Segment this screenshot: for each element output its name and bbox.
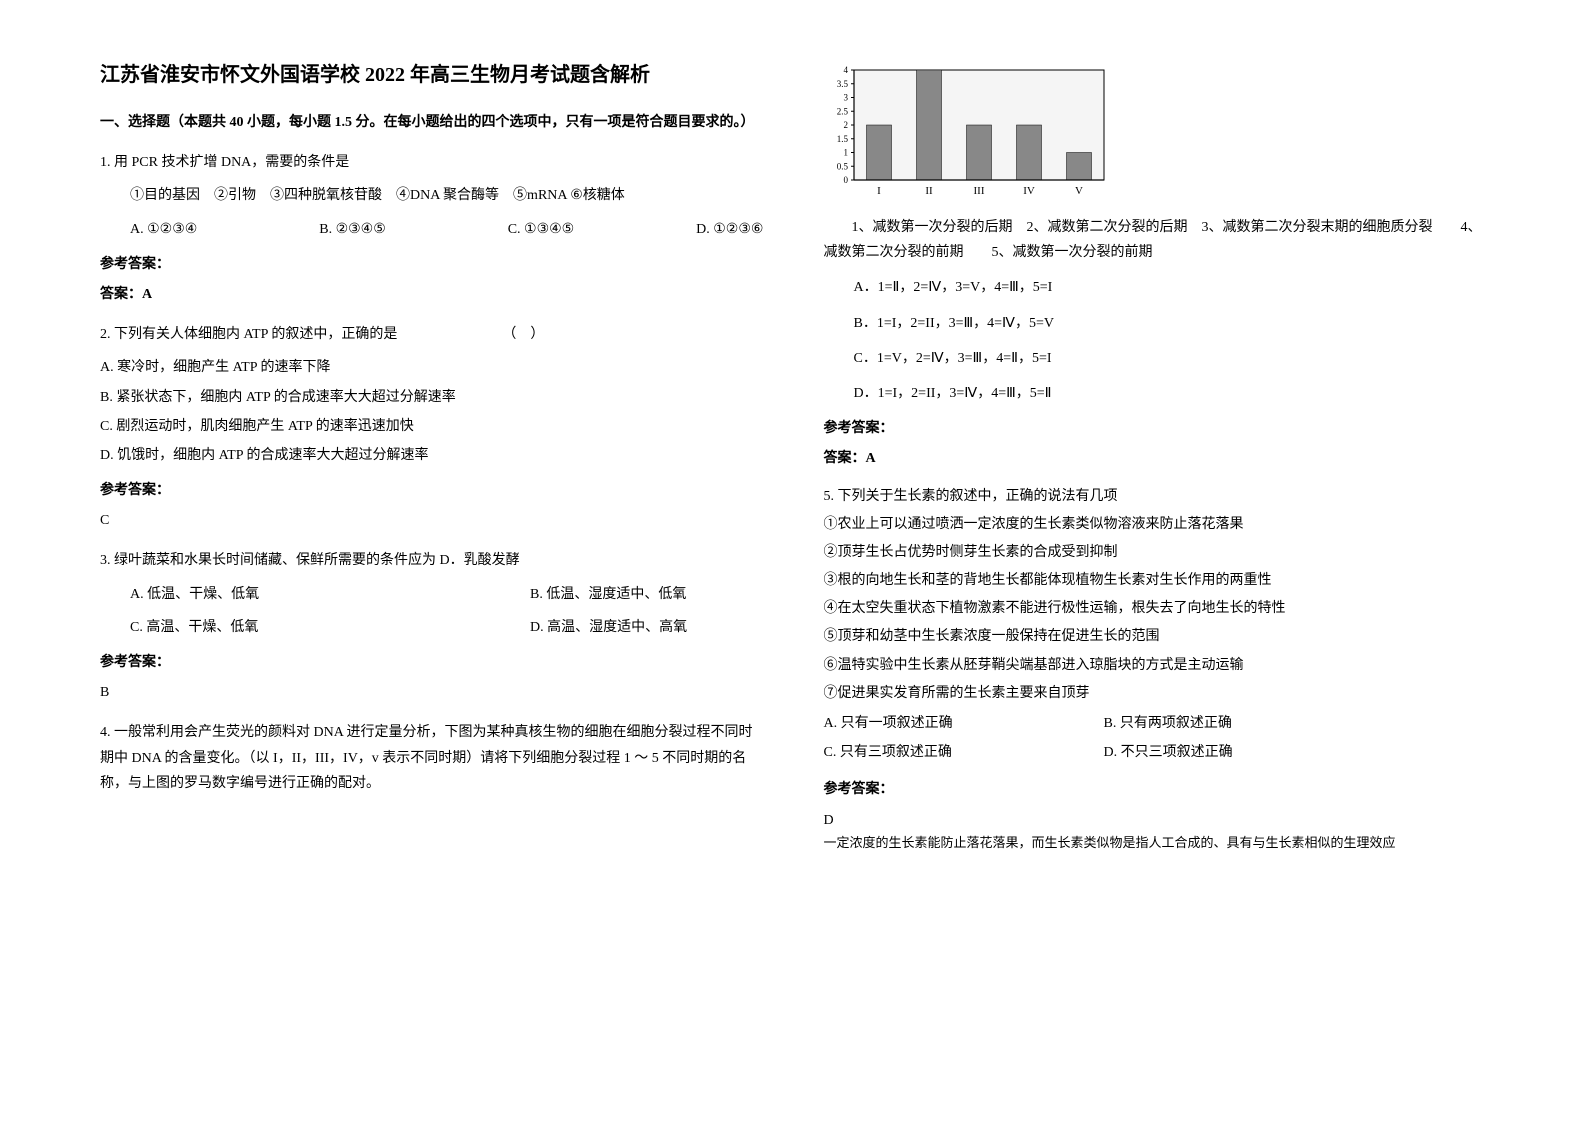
q2-answer-label: 参考答案： <box>100 478 764 503</box>
q4-legend: 1、减数第一次分裂的后期 2、减数第二次分裂的后期 3、减数第二次分裂末期的细胞… <box>824 215 1488 265</box>
q5-s4: ④在太空失重状态下植物激素不能进行极性运输，根失去了向地生长的特性 <box>824 596 1488 621</box>
svg-text:2: 2 <box>843 120 848 130</box>
q5-stem: 5. 下列关于生长素的叙述中，正确的说法有几项 <box>824 484 1488 509</box>
q2-optA: A. 寒冷时，细胞产生 ATP 的速率下降 <box>100 355 764 380</box>
svg-text:3.5: 3.5 <box>836 79 848 89</box>
question-1: 1. 用 PCR 技术扩增 DNA，需要的条件是 ①目的基因 ②引物 ③四种脱氧… <box>100 150 764 307</box>
question-5: 5. 下列关于生长素的叙述中，正确的说法有几项 ①农业上可以通过喷洒一定浓度的生… <box>824 484 1488 854</box>
q4-stem: 4. 一般常利用会产生荧光的颜料对 DNA 进行定量分析，下图为某种真核生物的细… <box>100 720 764 796</box>
svg-text:3: 3 <box>843 93 848 103</box>
q3-optB: B. 低温、湿度适中、低氧 <box>530 582 686 607</box>
q5-answer-label: 参考答案： <box>824 777 1488 802</box>
q5-optC: C. 只有三项叙述正确 <box>824 740 1004 765</box>
q5-optD: D. 不只三项叙述正确 <box>1104 740 1233 765</box>
q5-optB: B. 只有两项叙述正确 <box>1104 711 1232 736</box>
svg-text:III: III <box>973 185 984 197</box>
q4-optD: D．1=I，2=II，3=Ⅳ，4=Ⅲ，5=Ⅱ <box>854 381 1488 406</box>
svg-text:0.5: 0.5 <box>836 161 848 171</box>
q5-optA: A. 只有一项叙述正确 <box>824 711 1004 736</box>
q1-options: A. ①②③④ B. ②③④⑤ C. ①③④⑤ D. ①②③⑥ <box>100 217 764 242</box>
q4-optA: A．1=Ⅱ，2=Ⅳ，3=V，4=Ⅲ，5=I <box>854 275 1488 300</box>
svg-text:1.5: 1.5 <box>836 134 848 144</box>
q3-answer-label: 参考答案： <box>100 650 764 675</box>
q4-optC: C．1=V，2=Ⅳ，3=Ⅲ，4=Ⅱ，5=I <box>854 346 1488 371</box>
q1-stem: 1. 用 PCR 技术扩增 DNA，需要的条件是 <box>100 150 764 175</box>
q1-optA: A. ①②③④ <box>130 217 197 242</box>
q2-optD: D. 饥饿时，细胞内 ATP 的合成速率大大超过分解速率 <box>100 443 764 468</box>
q3-stem: 3. 绿叶蔬菜和水果长时间储藏、保鲜所需要的条件应为 D．乳酸发酵 <box>100 548 764 573</box>
q5-s1: ①农业上可以通过喷洒一定浓度的生长素类似物溶液来防止落花落果 <box>824 512 1488 537</box>
q5-row1: A. 只有一项叙述正确 B. 只有两项叙述正确 <box>824 709 1488 738</box>
exam-title: 江苏省淮安市怀文外国语学校 2022 年高三生物月考试题含解析 <box>100 60 764 90</box>
svg-text:1: 1 <box>843 148 848 158</box>
q2-optC: C. 剧烈运动时，肌肉细胞产生 ATP 的速率迅速加快 <box>100 414 764 439</box>
q3-row1: A. 低温、干燥、低氧 B. 低温、湿度适中、低氧 <box>100 582 764 607</box>
svg-text:2.5: 2.5 <box>836 106 848 116</box>
q5-explain: 一定浓度的生长素能防止落花落果，而生长素类似物是指人工合成的、具有与生长素相似的… <box>824 833 1488 854</box>
q2-stem: 2. 下列有关人体细胞内 ATP 的叙述中，正确的是 （ ） <box>100 322 764 347</box>
question-4-stem: 4. 一般常利用会产生荧光的颜料对 DNA 进行定量分析，下图为某种真核生物的细… <box>100 720 764 796</box>
section-intro: 一、选择题（本题共 40 小题，每小题 1.5 分。在每小题给出的四个选项中，只… <box>100 110 764 135</box>
q5-row2: C. 只有三项叙述正确 D. 不只三项叙述正确 <box>824 738 1488 767</box>
q5-s6: ⑥温特实验中生长素从胚芽鞘尖端基部进入琼脂块的方式是主动运输 <box>824 653 1488 678</box>
q3-optC: C. 高温、干燥、低氧 <box>130 615 330 640</box>
q3-answer: B <box>100 680 764 705</box>
q5-s2: ②顶芽生长占优势时侧芽生长素的合成受到抑制 <box>824 540 1488 565</box>
svg-text:V: V <box>1075 185 1083 197</box>
q4-answer: 答案：A <box>824 446 1488 471</box>
q1-optC: C. ①③④⑤ <box>508 217 575 242</box>
dna-bar-chart: 00.511.522.533.54IIIIIIIVV <box>824 60 1114 200</box>
svg-text:IV: IV <box>1023 185 1035 197</box>
q2-answer: C <box>100 508 764 533</box>
q4-optB: B．1=I，2=II，3=Ⅲ，4=Ⅳ，5=V <box>854 311 1488 336</box>
q3-optD: D. 高温、湿度适中、高氧 <box>530 615 687 640</box>
q1-optB: B. ②③④⑤ <box>319 217 386 242</box>
q5-answer: D <box>824 808 1488 833</box>
q1-optD: D. ①②③⑥ <box>696 217 763 242</box>
q1-answer: 答案：A <box>100 282 764 307</box>
q5-s5: ⑤顶芽和幼茎中生长素浓度一般保持在促进生长的范围 <box>824 624 1488 649</box>
svg-text:II: II <box>925 185 933 197</box>
svg-text:I: I <box>877 185 881 197</box>
q5-s7: ⑦促进果实发育所需的生长素主要来自顶芽 <box>824 681 1488 706</box>
right-column: 00.511.522.533.54IIIIIIIVV 1、减数第一次分裂的后期 … <box>824 60 1488 869</box>
svg-text:0: 0 <box>843 175 848 185</box>
svg-text:4: 4 <box>843 65 848 75</box>
q1-items: ①目的基因 ②引物 ③四种脱氧核苷酸 ④DNA 聚合酶等 ⑤mRNA ⑥核糖体 <box>100 183 764 208</box>
chart-svg: 00.511.522.533.54IIIIIIIVV <box>824 60 1114 200</box>
question-3: 3. 绿叶蔬菜和水果长时间储藏、保鲜所需要的条件应为 D．乳酸发酵 A. 低温、… <box>100 548 764 705</box>
q3-row2: C. 高温、干燥、低氧 D. 高温、湿度适中、高氧 <box>100 615 764 640</box>
left-column: 江苏省淮安市怀文外国语学校 2022 年高三生物月考试题含解析 一、选择题（本题… <box>100 60 764 869</box>
q3-optA: A. 低温、干燥、低氧 <box>130 582 330 607</box>
q5-s3: ③根的向地生长和茎的背地生长都能体现植物生长素对生长作用的两重性 <box>824 568 1488 593</box>
q1-answer-label: 参考答案： <box>100 252 764 277</box>
q2-optB: B. 紧张状态下，细胞内 ATP 的合成速率大大超过分解速率 <box>100 385 764 410</box>
question-2: 2. 下列有关人体细胞内 ATP 的叙述中，正确的是 （ ） A. 寒冷时，细胞… <box>100 322 764 533</box>
q4-answer-label: 参考答案： <box>824 416 1488 441</box>
